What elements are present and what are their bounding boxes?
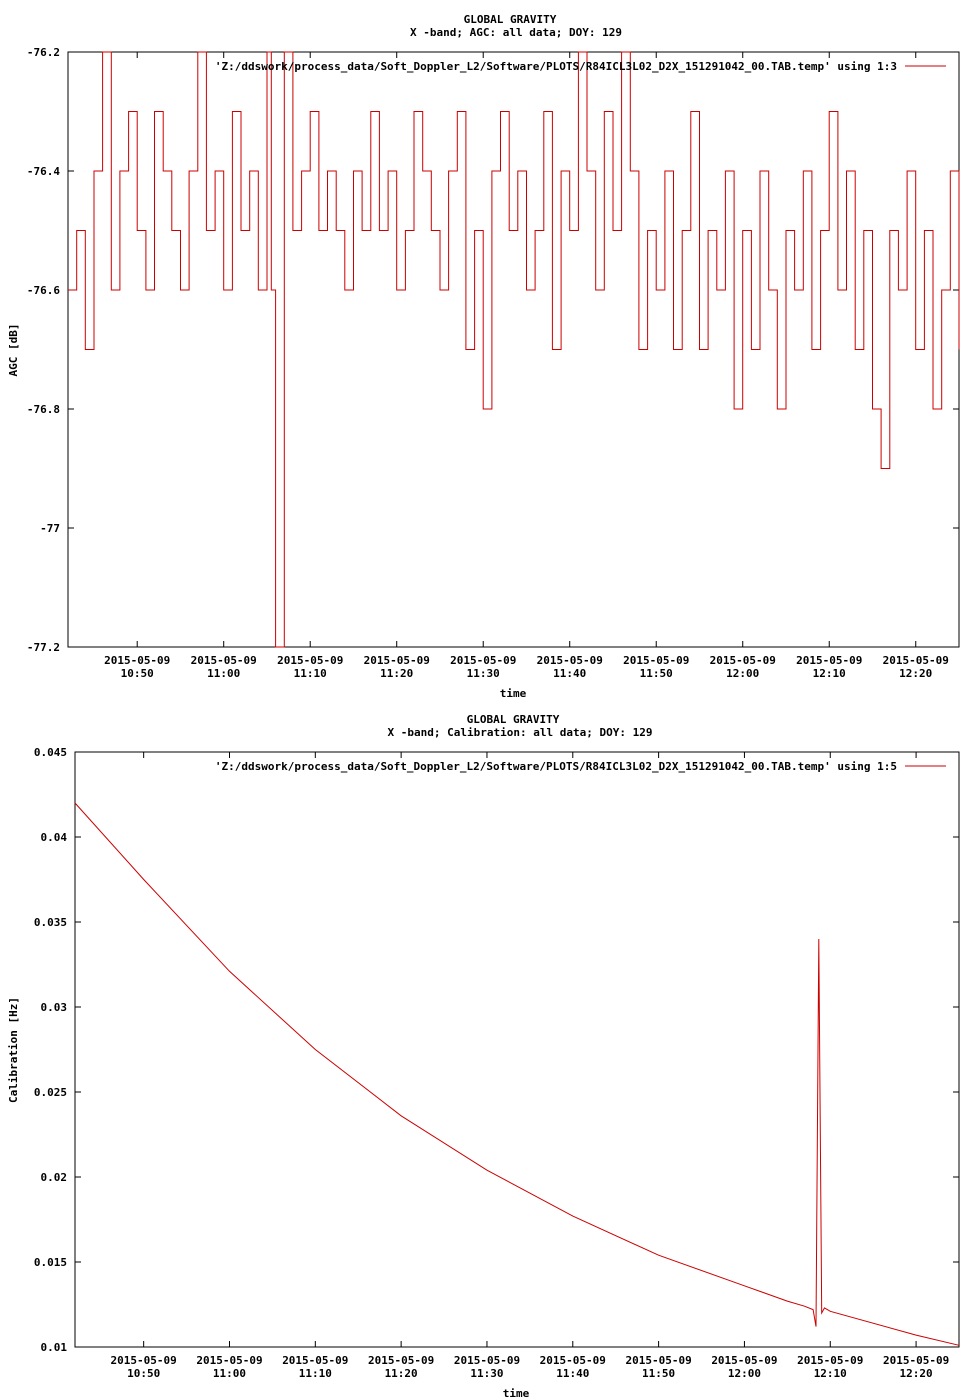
x-tick-time-label: 12:10 xyxy=(813,667,846,680)
x-tick-time-label: 12:00 xyxy=(726,667,759,680)
x-tick-date-label: 2015-05-09 xyxy=(623,654,689,667)
agc-y-ticks: -76.2 -76.4 -76.6 -76.8 -77 -77.2 xyxy=(27,46,959,654)
x-tick-time-label: 11:50 xyxy=(640,667,673,680)
x-tick-time-label: 12:20 xyxy=(900,1367,933,1380)
y-tick-label: 0.035 xyxy=(34,916,67,929)
x-tick-date-label: 2015-05-09 xyxy=(711,1354,777,1367)
y-tick-label: -76.6 xyxy=(27,284,60,297)
agc-chart-subtitle: X -band; AGC: all data; DOY: 129 xyxy=(410,26,622,39)
x-tick-time-label: 11:40 xyxy=(556,1367,589,1380)
x-tick-date-label: 2015-05-09 xyxy=(883,1354,949,1367)
agc-x-ticks: 2015-05-0910:502015-05-0911:002015-05-09… xyxy=(104,52,949,680)
x-tick-date-label: 2015-05-09 xyxy=(625,1354,691,1367)
x-tick-date-label: 2015-05-09 xyxy=(104,654,170,667)
calibration-x-axis-label: time xyxy=(503,1387,530,1400)
x-tick-date-label: 2015-05-09 xyxy=(364,654,430,667)
x-tick-time-label: 11:00 xyxy=(213,1367,246,1380)
agc-plot-frame xyxy=(67,51,960,648)
x-tick-time-label: 11:20 xyxy=(385,1367,418,1380)
x-tick-date-label: 2015-05-09 xyxy=(537,654,603,667)
x-tick-date-label: 2015-05-09 xyxy=(450,654,516,667)
x-tick-date-label: 2015-05-09 xyxy=(277,654,343,667)
agc-series-line xyxy=(68,51,960,648)
x-tick-time-label: 11:10 xyxy=(299,1367,332,1380)
calibration-chart-subtitle: X -band; Calibration: all data; DOY: 129 xyxy=(388,726,653,739)
x-tick-time-label: 12:10 xyxy=(814,1367,847,1380)
y-tick-label: 0.015 xyxy=(34,1256,67,1269)
x-tick-time-label: 12:00 xyxy=(728,1367,761,1380)
x-tick-date-label: 2015-05-09 xyxy=(191,654,257,667)
y-tick-label: 0.01 xyxy=(41,1341,68,1354)
calibration-chart-title: GLOBAL GRAVITY xyxy=(467,713,560,726)
x-tick-date-label: 2015-05-09 xyxy=(540,1354,606,1367)
x-tick-date-label: 2015-05-09 xyxy=(282,1354,348,1367)
agc-y-axis-label: AGC [dB] xyxy=(7,324,20,377)
x-tick-date-label: 2015-05-09 xyxy=(368,1354,434,1367)
x-tick-time-label: 11:30 xyxy=(470,1367,503,1380)
x-tick-time-label: 10:50 xyxy=(121,667,154,680)
x-tick-time-label: 11:50 xyxy=(642,1367,675,1380)
x-tick-date-label: 2015-05-09 xyxy=(710,654,776,667)
x-tick-date-label: 2015-05-09 xyxy=(796,654,862,667)
agc-x-axis-label: time xyxy=(500,687,527,700)
x-tick-date-label: 2015-05-09 xyxy=(111,1354,177,1367)
y-tick-label: 0.045 xyxy=(34,746,67,759)
agc-chart: GLOBAL GRAVITY X -band; AGC: all data; D… xyxy=(7,13,960,700)
y-tick-label: -76.4 xyxy=(27,165,60,178)
calibration-y-axis-label: Calibration [Hz] xyxy=(7,997,20,1103)
y-tick-label: 0.025 xyxy=(34,1086,67,1099)
agc-legend-label: 'Z:/ddswork/process_data/Soft_Doppler_L2… xyxy=(215,60,897,73)
calibration-chart: GLOBAL GRAVITY X -band; Calibration: all… xyxy=(7,713,960,1400)
y-tick-label: -76.2 xyxy=(27,46,60,59)
x-tick-time-label: 11:20 xyxy=(380,667,413,680)
x-tick-date-label: 2015-05-09 xyxy=(196,1354,262,1367)
x-tick-date-label: 2015-05-09 xyxy=(883,654,949,667)
x-tick-date-label: 2015-05-09 xyxy=(454,1354,520,1367)
calibration-plot-frame xyxy=(74,751,960,1348)
agc-chart-title: GLOBAL GRAVITY xyxy=(464,13,557,26)
y-tick-label: -76.8 xyxy=(27,403,60,416)
x-tick-time-label: 12:20 xyxy=(899,667,932,680)
x-tick-time-label: 10:50 xyxy=(127,1367,160,1380)
x-tick-time-label: 11:40 xyxy=(553,667,586,680)
x-tick-time-label: 11:00 xyxy=(207,667,240,680)
y-tick-label: -77 xyxy=(40,522,60,535)
calibration-series-line xyxy=(74,802,960,1346)
x-tick-time-label: 11:10 xyxy=(294,667,327,680)
calibration-legend-label: 'Z:/ddswork/process_data/Soft_Doppler_L2… xyxy=(215,760,897,773)
x-tick-time-label: 11:30 xyxy=(467,667,500,680)
y-tick-label: 0.03 xyxy=(41,1001,68,1014)
y-tick-label: 0.02 xyxy=(41,1171,68,1184)
y-tick-label: 0.04 xyxy=(41,831,68,844)
calibration-y-ticks: 0.045 0.04 0.035 0.03 0.025 0.02 0.015 0.01 xyxy=(34,746,959,1354)
calibration-x-ticks: 2015-05-0910:502015-05-0911:002015-05-09… xyxy=(111,752,949,1380)
x-tick-date-label: 2015-05-09 xyxy=(797,1354,863,1367)
y-tick-label: -77.2 xyxy=(27,641,60,654)
